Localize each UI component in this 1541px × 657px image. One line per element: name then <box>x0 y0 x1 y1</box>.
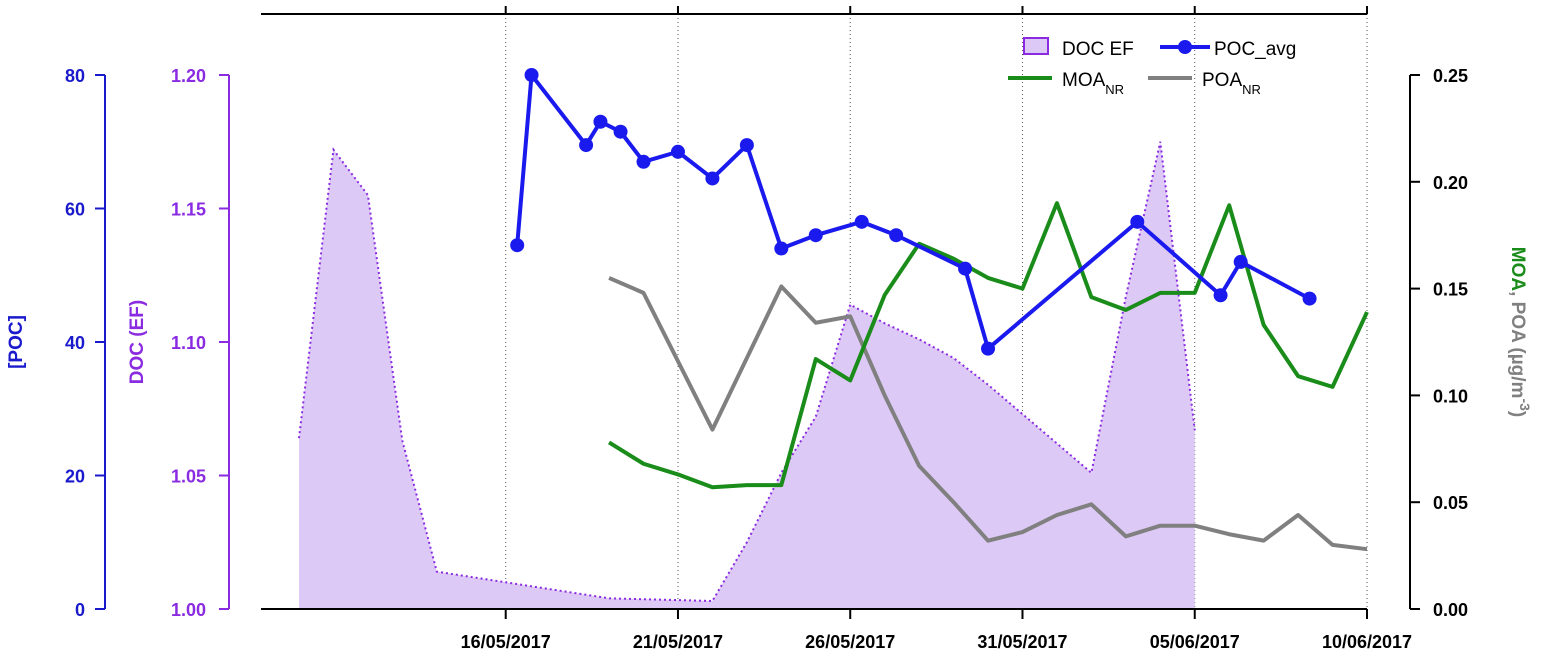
x-tick-label: 16/05/2017 <box>461 632 551 652</box>
legend-item-2: MOANR <box>1008 70 1124 97</box>
poc-point-5 <box>636 154 651 169</box>
poc-point-7 <box>705 171 720 186</box>
oa-axis-title-part: ) <box>1507 411 1528 417</box>
poc-axis-title: [POC] <box>6 315 27 369</box>
oa-tick-label: 0.25 <box>1433 66 1468 86</box>
oa-tick-label: 0.00 <box>1433 600 1468 620</box>
poc-point-13 <box>958 261 973 276</box>
legend-label-sub: NR <box>1105 82 1124 97</box>
legend-label-text: DOC EF <box>1062 39 1134 60</box>
legend-label: POANR <box>1202 70 1261 97</box>
ef-tick-label: 1.20 <box>171 66 206 86</box>
poc-line <box>515 73 1311 351</box>
poc-point-17 <box>1233 254 1248 269</box>
poc-tick-label: 0 <box>75 600 85 620</box>
doc-ef-line <box>298 141 1196 603</box>
poc-point-2 <box>579 138 594 153</box>
poc-point-12 <box>889 228 904 243</box>
poc-point-8 <box>739 138 754 153</box>
poc-point-15 <box>1130 214 1145 229</box>
legend-label-text: MOA <box>1062 70 1106 91</box>
legend-label: POC_avg <box>1214 39 1296 60</box>
x-tick-label: 21/05/2017 <box>633 632 723 652</box>
poc-tick-label: 60 <box>65 200 85 220</box>
poc-point-18 <box>1302 291 1317 306</box>
legend-label-text: POC_avg <box>1214 39 1296 60</box>
legend-label-text: POA <box>1202 70 1242 91</box>
x-tick-label: 10/06/2017 <box>1322 632 1412 652</box>
poc-point-9 <box>774 241 789 256</box>
plot-area <box>298 68 1369 609</box>
x-tick-label: 05/06/2017 <box>1150 632 1240 652</box>
oa-axis-title-part: -3 <box>1517 398 1533 411</box>
doc-ef-area <box>299 141 1195 609</box>
poc-point-0 <box>510 238 525 253</box>
poc-point-10 <box>808 228 823 243</box>
ef-tick-label: 1.05 <box>171 467 206 487</box>
oa-axis-title-part: , POA (µg/m <box>1507 291 1528 398</box>
poc-point-6 <box>670 144 685 159</box>
legend-label-sub: NR <box>1242 82 1261 97</box>
poc-point-16 <box>1213 288 1228 303</box>
poc-point-4 <box>613 124 628 139</box>
poc-point-3 <box>593 114 608 129</box>
ef-axis-title: DOC (EF) <box>127 300 148 384</box>
poc-tick-label: 40 <box>65 333 85 353</box>
poc-tick-label: 20 <box>65 467 85 487</box>
x-tick-label: 31/05/2017 <box>977 632 1067 652</box>
ef-tick-label: 1.15 <box>171 200 206 220</box>
oa-tick-label: 0.15 <box>1433 280 1468 300</box>
poc-point-11 <box>854 214 869 229</box>
legend-label: DOC EF <box>1062 39 1134 60</box>
axes: 16/05/2017 21/05/2017 26/05/2017 31/05/2017… <box>6 6 1533 652</box>
poc-tick-label: 80 <box>65 66 85 86</box>
legend-label: MOANR <box>1062 70 1124 97</box>
legend-swatch-doc-ef <box>1023 37 1049 55</box>
oa-axis-title: MOA, POA (µg/m-3) <box>1507 247 1533 417</box>
ef-tick-label: 1.10 <box>171 333 206 353</box>
oa-axis-title-part: MOA <box>1507 247 1528 292</box>
oa-tick-label: 0.05 <box>1433 493 1468 513</box>
poc-point-14 <box>981 341 996 356</box>
ef-tick-label: 1.00 <box>171 600 206 620</box>
moa-line <box>608 201 1369 490</box>
legend-swatch-poc-marker <box>1178 40 1192 54</box>
legend-item-3: POANR <box>1148 70 1261 97</box>
oa-tick-label: 0.10 <box>1433 386 1468 406</box>
legend-item-1: POC_avg <box>1160 39 1296 60</box>
legend-item-0: DOC EF <box>1023 37 1134 60</box>
poc-point-1 <box>524 68 539 82</box>
x-tick-label: 26/05/2017 <box>805 632 895 652</box>
oa-tick-label: 0.20 <box>1433 173 1468 193</box>
poa-line <box>608 276 1368 552</box>
